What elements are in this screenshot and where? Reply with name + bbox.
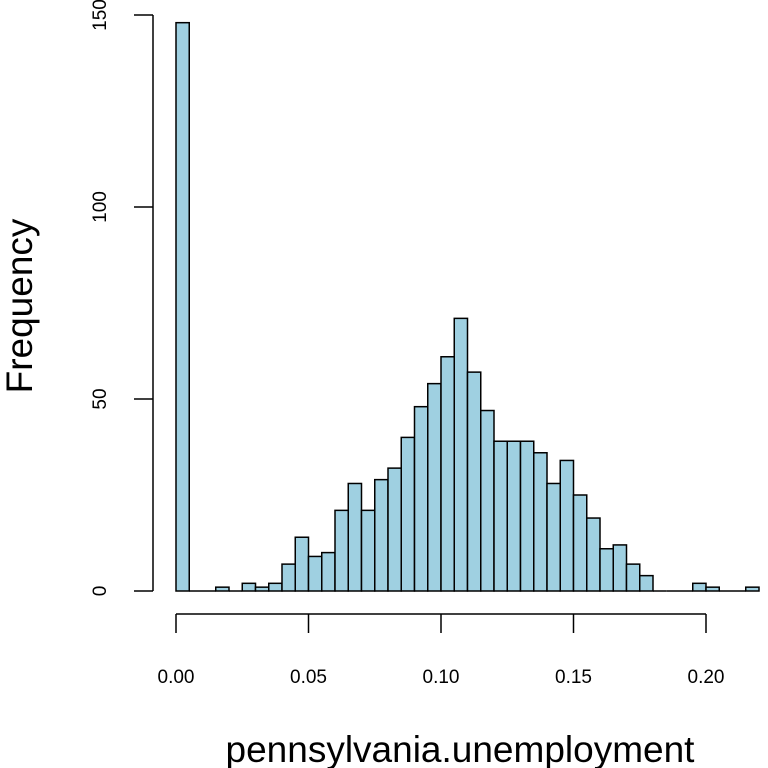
histogram-bar bbox=[427, 382, 442, 592]
histogram-bar bbox=[440, 356, 455, 592]
histogram-bar bbox=[745, 586, 760, 592]
histogram-bar bbox=[480, 409, 495, 592]
histogram-bar bbox=[334, 509, 349, 592]
histogram-bar bbox=[625, 563, 641, 592]
histogram-bar bbox=[506, 440, 522, 592]
x-tick-label: 0.20 bbox=[688, 667, 725, 688]
histogram-bar bbox=[586, 517, 601, 592]
y-axis: 0 50 100 150 bbox=[90, 0, 154, 597]
y-axis-title: Frequency bbox=[0, 218, 40, 393]
histogram-bar bbox=[347, 482, 363, 592]
histogram-bar bbox=[559, 459, 575, 592]
histogram-bar bbox=[705, 586, 720, 592]
histogram-bar bbox=[175, 21, 190, 592]
x-axis: 0.00 0.05 0.10 0.15 0.20 bbox=[158, 613, 725, 688]
histogram-bar bbox=[294, 536, 310, 592]
x-tick-label: 0.05 bbox=[290, 667, 327, 688]
x-axis-title: pennsylvania.unemployment bbox=[226, 729, 696, 768]
histogram-bar bbox=[281, 563, 296, 592]
histogram-bar bbox=[241, 582, 257, 592]
x-tick-label: 0.15 bbox=[555, 667, 592, 688]
histogram-bar bbox=[599, 548, 614, 592]
histogram-bar bbox=[400, 436, 416, 592]
histogram-bar bbox=[533, 452, 548, 592]
histogram-bars bbox=[175, 21, 760, 592]
histogram-bar bbox=[387, 467, 402, 592]
histogram-bar bbox=[413, 405, 429, 592]
y-tick-label: 50 bbox=[90, 388, 111, 409]
histogram-bar bbox=[612, 544, 628, 592]
histogram-bar bbox=[639, 574, 654, 592]
y-tick-label: 150 bbox=[90, 0, 111, 31]
histogram-bar bbox=[360, 509, 376, 592]
histogram-bar bbox=[572, 494, 588, 592]
histogram-bar bbox=[268, 582, 283, 592]
histogram-bar bbox=[254, 586, 270, 592]
histogram-bar bbox=[321, 551, 336, 592]
histogram-bar bbox=[519, 440, 535, 592]
histogram-bar bbox=[215, 586, 230, 592]
y-tick-label: 100 bbox=[90, 191, 111, 223]
histogram-bar bbox=[374, 478, 389, 592]
histogram-bar bbox=[466, 371, 482, 592]
histogram-bar bbox=[493, 440, 508, 592]
histogram-bar bbox=[692, 582, 707, 592]
histogram-bar bbox=[546, 482, 561, 592]
histogram-bar bbox=[307, 555, 323, 592]
histogram-bar bbox=[453, 317, 469, 592]
y-tick-label: 0 bbox=[90, 586, 111, 597]
x-tick-label: 0.10 bbox=[423, 667, 460, 688]
x-tick-label: 0.00 bbox=[158, 667, 195, 688]
